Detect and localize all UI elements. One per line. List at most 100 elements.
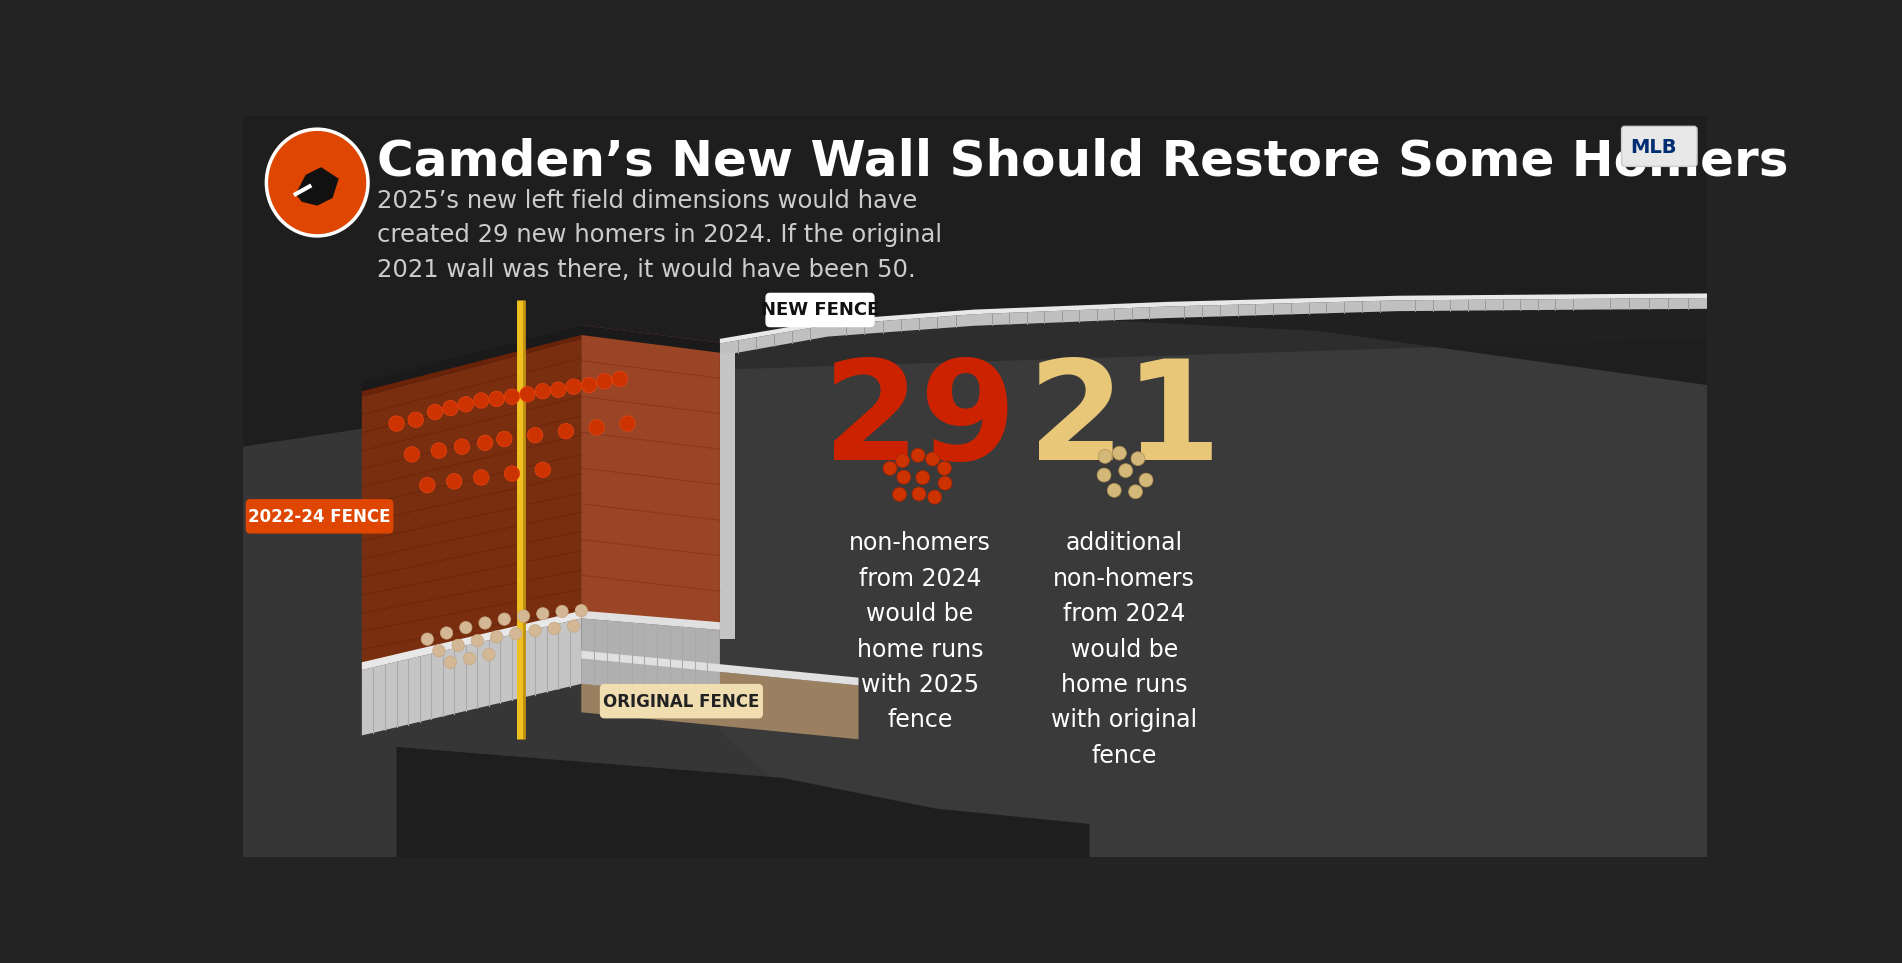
Circle shape	[474, 470, 489, 485]
Circle shape	[567, 620, 580, 633]
Circle shape	[534, 383, 550, 399]
Circle shape	[892, 487, 907, 502]
Circle shape	[527, 428, 542, 443]
Circle shape	[445, 656, 456, 668]
Circle shape	[590, 420, 605, 435]
FancyBboxPatch shape	[601, 685, 763, 717]
Polygon shape	[582, 651, 858, 686]
Circle shape	[519, 386, 534, 402]
Circle shape	[529, 625, 542, 637]
Circle shape	[432, 443, 447, 458]
Polygon shape	[361, 325, 719, 391]
Polygon shape	[295, 168, 339, 206]
Polygon shape	[582, 325, 719, 663]
Text: additional
non-homers
from 2024
would be
home runs
with original
fence: additional non-homers from 2024 would be…	[1052, 532, 1196, 768]
Circle shape	[477, 435, 493, 451]
FancyBboxPatch shape	[767, 294, 873, 326]
Circle shape	[574, 605, 588, 617]
Circle shape	[896, 454, 909, 468]
Circle shape	[458, 397, 474, 412]
Circle shape	[1139, 473, 1153, 487]
Circle shape	[938, 476, 953, 490]
Circle shape	[928, 490, 941, 504]
Circle shape	[443, 401, 458, 416]
Circle shape	[557, 424, 574, 439]
Circle shape	[447, 474, 462, 489]
Text: 29: 29	[824, 354, 1018, 489]
Circle shape	[420, 478, 436, 493]
Polygon shape	[582, 647, 719, 674]
Circle shape	[498, 613, 510, 625]
Circle shape	[388, 416, 405, 431]
Text: Camden’s New Wall Should Restore Some Homers: Camden’s New Wall Should Restore Some Ho…	[377, 137, 1788, 185]
Circle shape	[567, 378, 582, 394]
Circle shape	[548, 622, 561, 635]
Text: ORIGINAL FENCE: ORIGINAL FENCE	[603, 692, 759, 711]
Polygon shape	[361, 618, 582, 686]
Text: MLB: MLB	[1630, 138, 1676, 157]
Circle shape	[464, 652, 476, 664]
Circle shape	[491, 631, 502, 643]
Ellipse shape	[266, 129, 367, 236]
Circle shape	[612, 371, 628, 386]
Circle shape	[536, 608, 550, 620]
Circle shape	[405, 447, 420, 462]
FancyBboxPatch shape	[247, 500, 392, 533]
Circle shape	[504, 466, 519, 482]
Circle shape	[620, 416, 635, 431]
Polygon shape	[361, 611, 582, 670]
Circle shape	[496, 431, 512, 447]
Circle shape	[913, 487, 926, 501]
Circle shape	[1113, 446, 1126, 460]
Circle shape	[479, 617, 491, 629]
Polygon shape	[242, 116, 1708, 447]
Circle shape	[926, 453, 940, 466]
Circle shape	[472, 635, 483, 647]
Circle shape	[555, 606, 569, 617]
Circle shape	[409, 412, 424, 428]
Circle shape	[917, 471, 930, 484]
Polygon shape	[582, 611, 719, 630]
Circle shape	[911, 449, 924, 462]
Polygon shape	[719, 294, 1708, 344]
Polygon shape	[361, 325, 582, 397]
Circle shape	[489, 391, 504, 406]
Polygon shape	[361, 339, 582, 686]
Circle shape	[1097, 468, 1111, 482]
Text: non-homers
from 2024
would be
home runs
with 2025
fence: non-homers from 2024 would be home runs …	[848, 532, 991, 732]
Circle shape	[428, 404, 443, 420]
Text: NEW FENCE: NEW FENCE	[761, 301, 879, 320]
Circle shape	[453, 639, 464, 652]
Circle shape	[582, 377, 597, 393]
Polygon shape	[242, 270, 1708, 857]
Circle shape	[483, 648, 495, 661]
Circle shape	[534, 462, 550, 478]
Polygon shape	[582, 659, 858, 740]
Polygon shape	[582, 618, 719, 695]
Circle shape	[550, 382, 567, 398]
Polygon shape	[719, 352, 736, 639]
Text: 2025’s new left field dimensions would have
created 29 new homers in 2024. If th: 2025’s new left field dimensions would h…	[377, 189, 941, 281]
Circle shape	[898, 470, 911, 484]
Polygon shape	[719, 309, 1708, 370]
Circle shape	[420, 633, 434, 645]
Circle shape	[510, 628, 521, 640]
Polygon shape	[582, 618, 719, 663]
Circle shape	[1097, 450, 1113, 463]
FancyBboxPatch shape	[1622, 126, 1697, 167]
Circle shape	[597, 374, 612, 389]
Circle shape	[1132, 452, 1145, 465]
Polygon shape	[719, 316, 1708, 857]
Text: 21: 21	[1027, 354, 1221, 489]
Circle shape	[1107, 483, 1120, 497]
Circle shape	[474, 393, 489, 408]
Circle shape	[1118, 463, 1132, 478]
Circle shape	[441, 627, 453, 639]
Circle shape	[432, 644, 445, 657]
Polygon shape	[719, 299, 1708, 355]
Circle shape	[883, 461, 898, 476]
Circle shape	[1128, 484, 1143, 499]
Circle shape	[517, 610, 531, 622]
Circle shape	[938, 461, 951, 475]
Circle shape	[504, 389, 519, 404]
